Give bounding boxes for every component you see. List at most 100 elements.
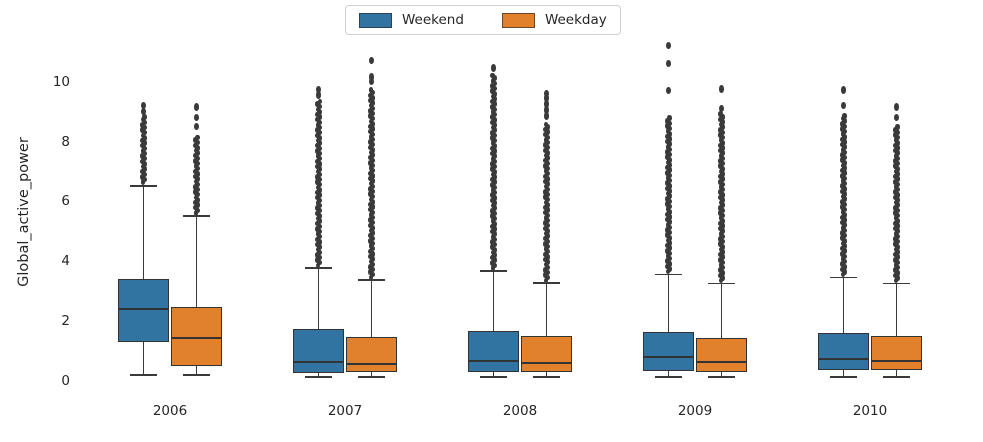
outlier-dot [545, 259, 550, 265]
outlier-dot [317, 161, 323, 167]
y-tick-label-4: 4 [61, 253, 70, 270]
outlier-dot [840, 204, 845, 210]
outlier-dot [840, 183, 845, 189]
outlier-dot [492, 117, 498, 123]
outlier-dot [492, 101, 498, 107]
outlier-dot [665, 232, 670, 238]
whisker-upper-weekend-2007 [317, 268, 320, 330]
outlier-dot [317, 197, 322, 204]
outlier-dot [895, 186, 900, 193]
outlier-dot [142, 114, 147, 120]
outlier-dot [315, 158, 320, 165]
outlier-dot [370, 214, 375, 221]
outlier-dot [842, 227, 847, 234]
outlier-dot [665, 170, 670, 176]
outlier-dot [492, 247, 497, 253]
outlier-dot [317, 129, 323, 136]
outlier-dot [142, 129, 147, 136]
outlier-dot [490, 104, 495, 110]
outlier-dot [840, 157, 845, 163]
outlier-dot [315, 184, 321, 191]
median-weekend-2010 [819, 358, 868, 361]
outlier-dot [895, 160, 901, 167]
outlier-dot [492, 132, 498, 139]
outlier-dot [492, 163, 498, 170]
outlier-dot [370, 167, 375, 174]
median-weekday-2006 [172, 336, 221, 339]
whisker-lower-weekday-2007 [370, 372, 373, 378]
outlier-dot [492, 169, 497, 175]
outlier-dot [317, 181, 322, 188]
outlier-dot [543, 168, 549, 174]
outlier-dot [665, 216, 670, 223]
outlier-dot [893, 210, 898, 216]
outlier-dot [667, 146, 672, 153]
box-weekend-2006 [118, 278, 169, 343]
outlier-dot [368, 175, 373, 182]
x-tick-label-2010: 2010 [852, 403, 888, 419]
legend-item-weekday: Weekday [501, 12, 607, 28]
outlier-dot [667, 172, 672, 179]
outlier-dot [895, 264, 900, 271]
outlier-dot [842, 253, 847, 260]
outlier-dot [543, 194, 548, 200]
outlier-dot [720, 197, 725, 203]
outlier-dot [490, 64, 497, 72]
whisker-cap-upper-weekend-2009 [655, 273, 682, 276]
outlier-dot [545, 228, 550, 234]
outlier-dot [842, 217, 848, 223]
outlier-dot [317, 239, 323, 245]
outlier-dot [317, 233, 322, 240]
x-tick-label-2009: 2009 [677, 403, 713, 419]
outlier-dot [195, 176, 200, 182]
outlier-dot [895, 197, 900, 203]
outlier-dot [142, 150, 147, 157]
outlier-dot [317, 244, 322, 250]
y-tick-label-6: 6 [61, 193, 70, 210]
outlier-dot [895, 228, 900, 234]
outlier-dot [545, 150, 550, 156]
outlier-dot [718, 257, 723, 263]
outlier-dot [840, 126, 845, 132]
outlier-dot [842, 222, 847, 228]
box-weekday-2009 [696, 337, 747, 372]
outlier-dot [492, 127, 497, 133]
outlier-dot [665, 123, 670, 129]
outlier-dot [368, 97, 373, 104]
outlier-dot [543, 251, 548, 258]
outlier-dot [368, 139, 373, 145]
outlier-dot [545, 233, 550, 239]
outlier-dot [667, 255, 672, 262]
whisker-lower-weekend-2008 [492, 372, 495, 378]
outlier-dot [842, 191, 847, 197]
whisker-cap-lower-weekend-2007 [305, 376, 332, 378]
outlier-dot [317, 223, 323, 230]
outlier-dot [317, 119, 322, 126]
whisker-cap-lower-weekday-2010 [883, 376, 910, 378]
outlier-dot [492, 179, 498, 185]
outlier-dot [545, 196, 550, 203]
outlier-dot [720, 186, 725, 193]
outlier-dot [840, 235, 845, 241]
outlier-dot [140, 107, 147, 116]
outlier-dot [368, 128, 373, 135]
outlier-dot [368, 238, 373, 244]
outlier-dot [720, 124, 725, 130]
outlier-dot [665, 59, 672, 68]
outlier-dot [718, 194, 723, 201]
outlier-dot [368, 243, 374, 249]
outlier-dot [840, 131, 846, 137]
box-weekend-2009 [643, 331, 694, 371]
outlier-dot [720, 264, 725, 271]
outlier-dot [490, 83, 495, 89]
outlier-dot [545, 165, 550, 172]
outlier-dot [545, 217, 550, 224]
outlier-dot [315, 127, 320, 133]
outlier-dot [543, 173, 548, 180]
outlier-dot [720, 176, 726, 182]
outlier-dot [667, 177, 672, 184]
outlier-dot [193, 204, 198, 211]
outlier-dot [370, 100, 375, 106]
outlier-dot [317, 135, 322, 141]
